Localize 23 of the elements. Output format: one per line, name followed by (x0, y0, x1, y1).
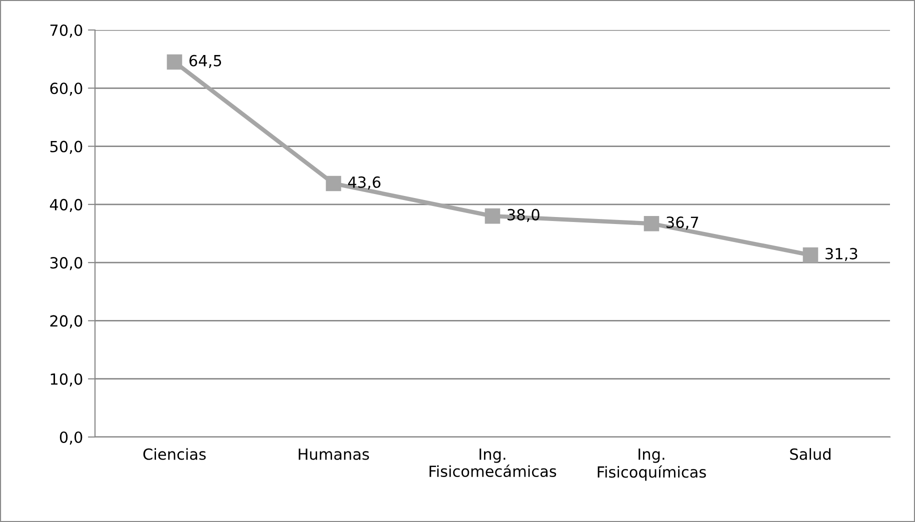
y-tick-label: 10,0 (50, 373, 82, 386)
y-tick-label: 30,0 (50, 257, 82, 270)
y-tick-label: 20,0 (50, 315, 82, 328)
x-tick-label: Humanas (298, 448, 369, 460)
point (644, 216, 660, 232)
y-tick-label: 70,0 (50, 24, 82, 38)
data-label: 31,3 (826, 248, 858, 262)
x-tick-label: Ing. Fisicoquímicas (598, 448, 706, 481)
point (166, 54, 182, 70)
data-label: 43,6 (348, 176, 380, 190)
point (802, 247, 818, 263)
x-tick-label: Ing. Fisicomecámicas (430, 448, 556, 478)
data-label: 36,7 (666, 216, 698, 230)
x-tick-label: Ciencias (143, 448, 206, 460)
point (484, 208, 500, 224)
y-tick-label: 50,0 (50, 140, 82, 154)
data-label: 38,0 (508, 208, 540, 222)
x-tick-label: Salud (790, 448, 830, 460)
y-tick-label: 0,0 (60, 431, 82, 445)
data-label: 64,5 (189, 54, 222, 68)
y-tick-label: 60,0 (50, 82, 82, 96)
point (326, 176, 342, 192)
y-tick-label: 40,0 (50, 198, 82, 212)
